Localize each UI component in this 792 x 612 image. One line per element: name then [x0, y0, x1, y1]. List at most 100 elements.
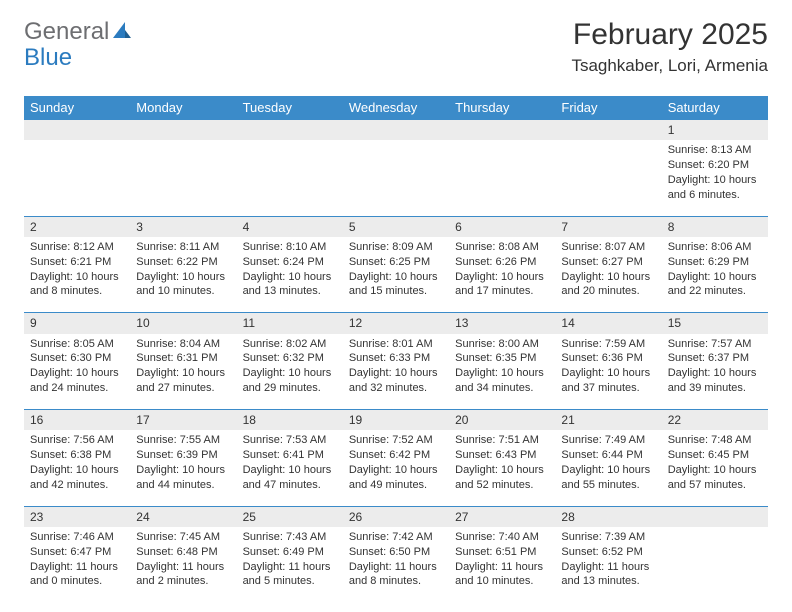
day-number-cell: 19: [343, 410, 449, 431]
title-location: Tsaghkaber, Lori, Armenia: [571, 56, 768, 76]
day-detail-text: Sunrise: 7:42 AM Sunset: 6:50 PM Dayligh…: [349, 530, 443, 589]
day-detail-cell: Sunrise: 7:46 AM Sunset: 6:47 PM Dayligh…: [24, 527, 130, 603]
day-detail-cell: Sunrise: 8:01 AM Sunset: 6:33 PM Dayligh…: [343, 334, 449, 410]
day-number-cell: 4: [237, 216, 343, 237]
day-number: 9: [30, 316, 37, 330]
day-number: 21: [561, 413, 574, 427]
day-number-cell: 21: [555, 410, 661, 431]
day-detail-text: Sunrise: 7:57 AM Sunset: 6:37 PM Dayligh…: [668, 337, 762, 396]
day-number-cell: 16: [24, 410, 130, 431]
day-detail-cell: [449, 140, 555, 216]
day-number-cell: 15: [662, 313, 768, 334]
day-number: 3: [136, 220, 143, 234]
day-detail-text: Sunrise: 7:40 AM Sunset: 6:51 PM Dayligh…: [455, 530, 549, 589]
day-number: 7: [561, 220, 568, 234]
day-number-cell: 20: [449, 410, 555, 431]
day-detail-text: Sunrise: 7:46 AM Sunset: 6:47 PM Dayligh…: [30, 530, 124, 589]
day-detail-text: Sunrise: 8:09 AM Sunset: 6:25 PM Dayligh…: [349, 240, 443, 299]
day-number: 12: [349, 316, 362, 330]
col-friday: Friday: [555, 96, 661, 120]
day-detail-text: Sunrise: 8:01 AM Sunset: 6:33 PM Dayligh…: [349, 337, 443, 396]
day-detail-text: Sunrise: 7:59 AM Sunset: 6:36 PM Dayligh…: [561, 337, 655, 396]
week-detail-row: Sunrise: 8:12 AM Sunset: 6:21 PM Dayligh…: [24, 237, 768, 313]
day-detail-text: Sunrise: 7:39 AM Sunset: 6:52 PM Dayligh…: [561, 530, 655, 589]
day-number-cell: 6: [449, 216, 555, 237]
day-detail-text: Sunrise: 7:52 AM Sunset: 6:42 PM Dayligh…: [349, 433, 443, 492]
brand-logo: General: [24, 18, 135, 46]
day-number: 8: [668, 220, 675, 234]
day-detail-cell: Sunrise: 8:07 AM Sunset: 6:27 PM Dayligh…: [555, 237, 661, 313]
day-number-cell: 10: [130, 313, 236, 334]
day-detail-cell: Sunrise: 8:11 AM Sunset: 6:22 PM Dayligh…: [130, 237, 236, 313]
day-number-cell: 8: [662, 216, 768, 237]
day-detail-text: Sunrise: 8:05 AM Sunset: 6:30 PM Dayligh…: [30, 337, 124, 396]
day-number-cell: 2: [24, 216, 130, 237]
weekday-header-row: Sunday Monday Tuesday Wednesday Thursday…: [24, 96, 768, 120]
day-detail-cell: Sunrise: 8:05 AM Sunset: 6:30 PM Dayligh…: [24, 334, 130, 410]
col-monday: Monday: [130, 96, 236, 120]
day-detail-text: Sunrise: 8:04 AM Sunset: 6:31 PM Dayligh…: [136, 337, 230, 396]
day-number: 25: [243, 510, 256, 524]
day-detail-cell: Sunrise: 8:08 AM Sunset: 6:26 PM Dayligh…: [449, 237, 555, 313]
day-detail-text: Sunrise: 7:53 AM Sunset: 6:41 PM Dayligh…: [243, 433, 337, 492]
day-detail-text: Sunrise: 8:13 AM Sunset: 6:20 PM Dayligh…: [668, 143, 762, 202]
day-number: 23: [30, 510, 43, 524]
day-number-cell: 1: [662, 120, 768, 141]
day-number: 10: [136, 316, 149, 330]
day-number: 27: [455, 510, 468, 524]
day-number: 16: [30, 413, 43, 427]
day-number: 24: [136, 510, 149, 524]
day-number: 6: [455, 220, 462, 234]
day-detail-cell: Sunrise: 7:52 AM Sunset: 6:42 PM Dayligh…: [343, 430, 449, 506]
week-detail-row: Sunrise: 7:56 AM Sunset: 6:38 PM Dayligh…: [24, 430, 768, 506]
week-detail-row: Sunrise: 7:46 AM Sunset: 6:47 PM Dayligh…: [24, 527, 768, 603]
day-detail-text: Sunrise: 8:10 AM Sunset: 6:24 PM Dayligh…: [243, 240, 337, 299]
day-detail-text: Sunrise: 8:12 AM Sunset: 6:21 PM Dayligh…: [30, 240, 124, 299]
day-number-cell: 7: [555, 216, 661, 237]
day-number-cell: [130, 120, 236, 141]
week-daynum-row: 2345678: [24, 216, 768, 237]
day-number: 19: [349, 413, 362, 427]
day-number: 26: [349, 510, 362, 524]
day-number-cell: 3: [130, 216, 236, 237]
day-number-cell: 12: [343, 313, 449, 334]
day-detail-cell: Sunrise: 8:02 AM Sunset: 6:32 PM Dayligh…: [237, 334, 343, 410]
day-number-cell: [237, 120, 343, 141]
day-detail-cell: Sunrise: 8:12 AM Sunset: 6:21 PM Dayligh…: [24, 237, 130, 313]
day-detail-cell: Sunrise: 8:09 AM Sunset: 6:25 PM Dayligh…: [343, 237, 449, 313]
day-number-cell: 22: [662, 410, 768, 431]
day-detail-cell: [662, 527, 768, 603]
calendar-table: Sunday Monday Tuesday Wednesday Thursday…: [24, 96, 768, 603]
day-detail-cell: Sunrise: 7:55 AM Sunset: 6:39 PM Dayligh…: [130, 430, 236, 506]
day-detail-cell: Sunrise: 7:40 AM Sunset: 6:51 PM Dayligh…: [449, 527, 555, 603]
day-detail-cell: Sunrise: 7:39 AM Sunset: 6:52 PM Dayligh…: [555, 527, 661, 603]
calendar-page: General February 2025 Tsaghkaber, Lori, …: [0, 0, 792, 612]
col-sunday: Sunday: [24, 96, 130, 120]
day-number-cell: 14: [555, 313, 661, 334]
day-number-cell: [343, 120, 449, 141]
day-detail-text: Sunrise: 8:08 AM Sunset: 6:26 PM Dayligh…: [455, 240, 549, 299]
day-detail-cell: Sunrise: 7:43 AM Sunset: 6:49 PM Dayligh…: [237, 527, 343, 603]
day-detail-text: Sunrise: 8:06 AM Sunset: 6:29 PM Dayligh…: [668, 240, 762, 299]
day-detail-cell: Sunrise: 8:00 AM Sunset: 6:35 PM Dayligh…: [449, 334, 555, 410]
day-detail-text: Sunrise: 7:51 AM Sunset: 6:43 PM Dayligh…: [455, 433, 549, 492]
day-number: 22: [668, 413, 681, 427]
day-detail-text: Sunrise: 7:49 AM Sunset: 6:44 PM Dayligh…: [561, 433, 655, 492]
day-detail-text: Sunrise: 8:07 AM Sunset: 6:27 PM Dayligh…: [561, 240, 655, 299]
day-detail-text: Sunrise: 8:02 AM Sunset: 6:32 PM Dayligh…: [243, 337, 337, 396]
day-detail-cell: Sunrise: 7:53 AM Sunset: 6:41 PM Dayligh…: [237, 430, 343, 506]
week-daynum-row: 1: [24, 120, 768, 141]
day-number: 11: [243, 316, 255, 330]
day-number-cell: 9: [24, 313, 130, 334]
day-number-cell: 13: [449, 313, 555, 334]
day-number-cell: 26: [343, 506, 449, 527]
day-number: 28: [561, 510, 574, 524]
day-number-cell: 18: [237, 410, 343, 431]
title-block: February 2025 Tsaghkaber, Lori, Armenia: [571, 18, 768, 76]
day-number-cell: 23: [24, 506, 130, 527]
week-daynum-row: 23 24 25 26 27 28: [24, 506, 768, 527]
day-detail-cell: [555, 140, 661, 216]
day-number-cell: 25: [237, 506, 343, 527]
day-detail-text: Sunrise: 7:45 AM Sunset: 6:48 PM Dayligh…: [136, 530, 230, 589]
week-detail-row: Sunrise: 8:05 AM Sunset: 6:30 PM Dayligh…: [24, 334, 768, 410]
